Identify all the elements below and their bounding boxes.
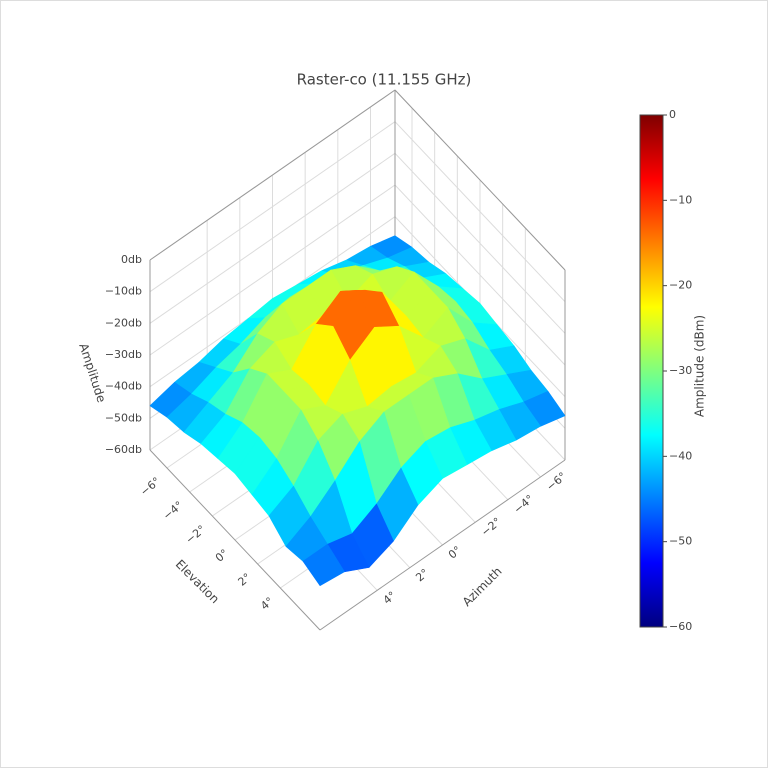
axis-line	[394, 89, 566, 271]
z-tick-label: −30db	[105, 348, 142, 361]
colorbar-tick-label: −50	[669, 535, 692, 548]
axis-line	[149, 89, 396, 261]
axis-line	[149, 449, 321, 631]
z-tick-label: −10db	[105, 285, 142, 298]
colorbar	[639, 114, 664, 628]
chart-title: Raster-co (11.155 GHz)	[297, 71, 472, 89]
colorbar-tick-label: −40	[669, 449, 692, 462]
colorbar-tick-label: −10	[669, 193, 692, 206]
axis-line	[319, 459, 566, 631]
z-tick-label: −60db	[105, 443, 142, 456]
z-tick-label: −40db	[105, 380, 142, 393]
colorbar-tick-label: 0	[669, 108, 676, 121]
z-tick-label: −20db	[105, 316, 142, 329]
surface-patch	[302, 543, 345, 587]
colorbar-tick-label: −20	[669, 279, 692, 292]
z-tick-label: −50db	[105, 411, 142, 424]
colorbar-tick-label: −30	[669, 364, 692, 377]
colorbar-title: Amplitude (dBm)	[693, 315, 707, 417]
colorbar-tick-label: −60	[669, 620, 692, 633]
z-tick-label: 0db	[121, 253, 142, 266]
